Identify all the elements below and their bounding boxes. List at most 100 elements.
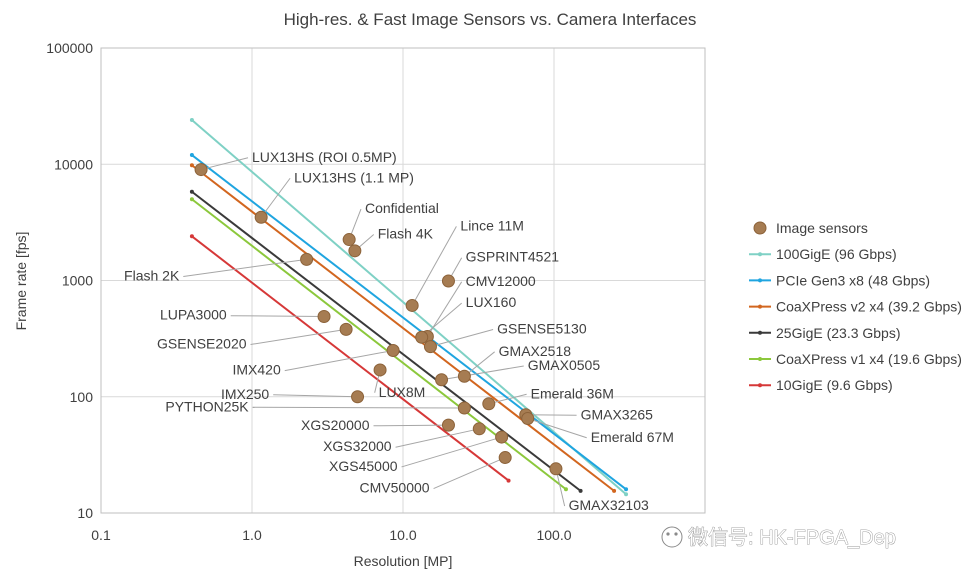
label-leaders	[183, 157, 587, 507]
sensor-label: Confidential	[365, 200, 439, 216]
sensor-label: PYTHON25K	[165, 398, 249, 414]
chart-title: High-res. & Fast Image Sensors vs. Camer…	[284, 10, 697, 29]
sensor-point	[457, 369, 471, 383]
interface-line-endpoint	[612, 488, 617, 493]
x-axis-title: Resolution [MP]	[354, 553, 453, 569]
legend-marker-dot	[758, 330, 762, 335]
sensor-label: LUX8M	[379, 384, 426, 400]
sensor-point	[373, 363, 387, 377]
sensor-point	[495, 430, 509, 444]
legend: Image sensors 100GigE (96 Gbps) PCIe Gen3 …	[749, 220, 962, 393]
sensor-point	[348, 244, 362, 258]
interface-line	[191, 190, 582, 492]
legend-marker	[753, 221, 767, 235]
x-tick-labels: 0.1 1.0 10.0 100.0	[91, 527, 571, 543]
sensor-point	[457, 401, 471, 415]
sensor-point	[300, 252, 314, 266]
legend-label: 10GigE (9.6 Gbps)	[776, 377, 893, 393]
interface-line	[191, 154, 627, 491]
sensor-label: GMAX3265	[581, 406, 654, 422]
interface-line-endpoint	[563, 487, 568, 492]
legend-label: Image sensors	[776, 220, 868, 236]
legend-marker-dot	[758, 304, 762, 309]
legend-marker-dot	[758, 357, 762, 361]
sensor-point	[441, 274, 455, 288]
sensor-leader-line	[411, 226, 457, 306]
y-tick-labels: 10 100 1000 10000 100000	[46, 40, 93, 521]
x-tick-label: 1.0	[242, 527, 262, 543]
sensor-label: GSENSE2020	[157, 336, 247, 352]
interface-line-endpoint	[624, 487, 629, 492]
wechat-icon-eye-left	[666, 532, 670, 536]
sensor-leader-line	[395, 428, 480, 448]
sensor-label: Flash 2K	[124, 268, 180, 284]
plot-area-border	[100, 47, 706, 514]
sensor-label: LUPA3000	[160, 307, 227, 323]
sensor-label: GSPRINT4521	[466, 249, 560, 265]
sensor-label: XGS32000	[323, 438, 392, 454]
wechat-icon	[661, 526, 683, 548]
interface-line-endpoint	[189, 234, 194, 239]
sensor-point	[405, 298, 419, 312]
interface-line-endpoint	[506, 478, 511, 483]
legend-marker-dot	[758, 383, 762, 388]
watermark-text: 微信号: HK-FPGA_Dep	[688, 526, 896, 549]
legend-label: CoaXPress v1 x4 (19.6 Gbps)	[776, 351, 962, 367]
legend-label: 25GigE (23.3 Gbps)	[776, 325, 901, 341]
sensor-label: LUX13HS (ROI 0.5MP)	[252, 149, 397, 165]
sensor-point	[549, 462, 563, 476]
y-tick-label: 100	[70, 389, 94, 405]
sensor-label: XGS20000	[301, 417, 370, 433]
sensor-leader-line	[527, 418, 587, 439]
legend-label: 100GigE (96 Gbps)	[776, 246, 897, 262]
sensor-point	[482, 397, 496, 411]
y-tick-label: 10000	[54, 156, 93, 172]
x-tick-label: 10.0	[389, 527, 416, 543]
sensor-point	[498, 451, 512, 465]
x-tick-label: 100.0	[536, 527, 571, 543]
interface-line-endpoint	[624, 492, 629, 497]
y-tick-label: 1000	[62, 273, 93, 289]
sensor-point	[339, 322, 353, 336]
watermark: 微信号: HK-FPGA_Dep	[661, 526, 896, 549]
interface-line-endpoint	[578, 488, 583, 493]
sensor-label: LUX160	[466, 294, 517, 310]
sensor-point	[342, 233, 356, 247]
interface-line-endpoint	[189, 197, 194, 202]
interface-line-endpoint	[189, 163, 194, 168]
sensor-label: Emerald 67M	[591, 429, 674, 445]
sensor-leader-line	[284, 349, 394, 372]
sensor-leader-line	[230, 315, 325, 318]
sensor-point	[435, 373, 449, 387]
sensor-label: GSENSE5130	[497, 321, 587, 337]
sensor-label: Lince 11M	[460, 217, 524, 233]
sensor-point	[194, 163, 208, 177]
sensor-label: XGS45000	[329, 458, 398, 474]
legend-marker-dot	[758, 278, 762, 283]
legend-label: CoaXPress v2 x4 (39.2 Gbps)	[776, 299, 962, 315]
sensor-label: CMV12000	[466, 273, 536, 289]
sensor-leader-line	[273, 394, 358, 398]
sensor-point	[386, 343, 400, 357]
sensor-labels: LUX13HS (ROI 0.5MP) LUX13HS (1.1 MP) Confi…	[124, 149, 674, 513]
sensor-leader-line	[260, 177, 291, 218]
sensor-leader-line	[250, 328, 347, 346]
sensor-point	[423, 340, 437, 354]
interface-line-endpoint	[189, 118, 194, 123]
interface-line-endpoint	[189, 189, 194, 194]
sensor-leader-line	[525, 414, 577, 416]
y-axis-title: Frame rate [fps]	[13, 232, 29, 331]
wechat-icon-eye-right	[674, 532, 678, 536]
sensor-label: Emerald 36M	[531, 385, 614, 401]
sensor-point	[254, 210, 268, 224]
sensor-label: GMAX2518	[499, 343, 572, 359]
sensor-leader-line	[433, 457, 506, 489]
sensor-leader-line	[373, 424, 449, 427]
sensor-leader-line	[183, 258, 307, 277]
interface-line-endpoint	[189, 153, 194, 158]
sensor-points	[194, 163, 563, 476]
sensor-point	[472, 422, 486, 436]
sensor-label: GMAX0505	[528, 357, 601, 373]
sensor-point	[521, 411, 535, 425]
